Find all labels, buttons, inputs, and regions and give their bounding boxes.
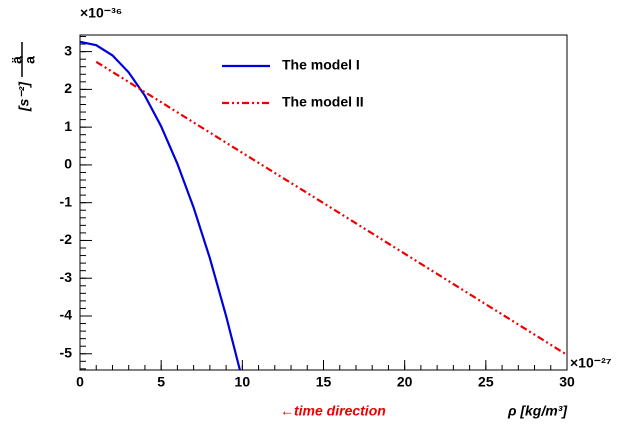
x-tick-label: 15 xyxy=(316,374,332,390)
x-tick-label: 5 xyxy=(157,374,165,390)
y-tick-label: -5 xyxy=(60,344,73,360)
y-exponent: ×10⁻³⁶ xyxy=(80,5,122,21)
annotation: ←time direction xyxy=(280,403,386,419)
series-line xyxy=(79,40,241,371)
x-exponent: ×10⁻²⁷ xyxy=(570,355,612,371)
x-tick-label: 10 xyxy=(235,374,251,390)
y-tick-label: -3 xyxy=(60,269,73,285)
y-tick-label: -4 xyxy=(60,307,73,323)
x-tick-label: 0 xyxy=(76,374,84,390)
y-tick-label: 3 xyxy=(64,42,72,58)
x-tick-label: 30 xyxy=(559,374,575,390)
legend-label: The model I xyxy=(282,57,360,73)
y-label-denominator: a xyxy=(22,56,38,64)
plot-frame xyxy=(79,34,568,371)
series-line xyxy=(95,60,568,356)
legend-label: The model II xyxy=(282,94,364,110)
x-tick-label: 20 xyxy=(397,374,413,390)
y-label-unit: [s⁻²] xyxy=(16,81,32,113)
y-tick-label: -2 xyxy=(60,231,73,247)
y-label-numerator: ä xyxy=(9,56,25,64)
y-tick-label: 2 xyxy=(64,80,72,96)
x-label: ρ [kg/m³] xyxy=(507,403,568,419)
y-tick-label: 1 xyxy=(64,118,72,134)
y-tick-label: -1 xyxy=(60,193,73,209)
x-tick-label: 25 xyxy=(478,374,494,390)
y-tick-label: 0 xyxy=(64,156,72,172)
